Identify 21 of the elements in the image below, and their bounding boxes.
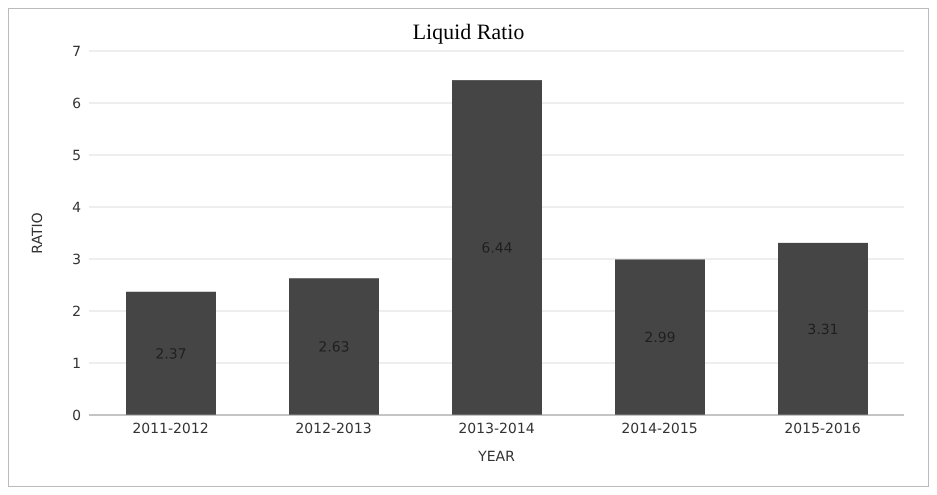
x-tick-label: 2015-2016 [784, 420, 861, 437]
x-tick-label: 2013-2014 [458, 420, 535, 437]
y-tick-label: 5 [72, 148, 81, 164]
x-tick-label: 2011-2012 [132, 420, 209, 437]
x-tick-label: 2012-2013 [295, 420, 372, 437]
y-tick-label: 7 [72, 44, 81, 60]
bar [615, 260, 705, 415]
y-tick-label: 3 [72, 252, 81, 268]
bar [452, 80, 542, 415]
chart-title: Liquid Ratio [412, 19, 526, 45]
y-tick-label: 2 [72, 304, 81, 320]
bar [126, 292, 216, 415]
y-tick-label: 1 [72, 356, 81, 372]
bar [289, 278, 379, 415]
y-tick-label: 4 [72, 200, 82, 216]
bar [778, 242, 868, 415]
x-axis-title: YEAR [477, 449, 516, 465]
y-axis-title: RATIO [30, 212, 46, 254]
y-tick-label: 6 [72, 96, 82, 112]
x-tick-label: 2014-2015 [621, 420, 698, 437]
y-tick-label: 0 [72, 408, 81, 424]
